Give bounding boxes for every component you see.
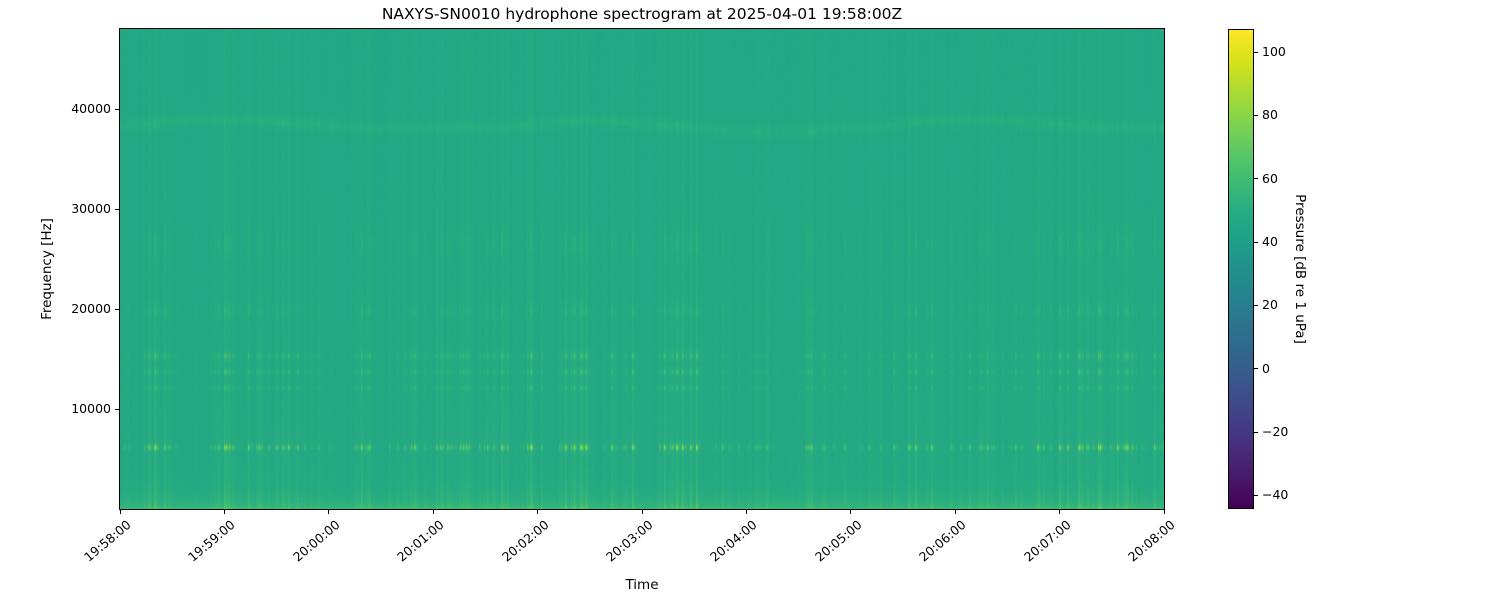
x-tick-mark: [1163, 510, 1165, 514]
y-tick-mark: [115, 308, 119, 310]
colorbar-tick-mark: [1254, 241, 1258, 243]
x-tick-mark: [641, 510, 643, 514]
x-tick-mark: [954, 510, 956, 514]
colorbar-tick-label: 60: [1262, 170, 1278, 186]
x-tick-label: 20:04:00: [707, 517, 761, 565]
colorbar-tick-label: 100: [1262, 44, 1286, 60]
x-tick-label: 20:02:00: [498, 517, 552, 565]
x-tick-label: 20:00:00: [289, 517, 343, 565]
colorbar-tick-mark: [1254, 178, 1258, 180]
colorbar-tick-label: 40: [1262, 234, 1278, 250]
colorbar-tick-mark: [1254, 431, 1258, 433]
colorbar-tick-mark: [1254, 51, 1258, 53]
x-tick-label: 20:06:00: [916, 517, 969, 565]
x-tick-mark: [745, 510, 747, 514]
x-axis-label: Time: [625, 577, 659, 593]
colorbar-label: Pressure [dB re 1 uPa]: [1292, 194, 1308, 344]
x-tick-label: 20:08:00: [1124, 517, 1178, 565]
colorbar-tick-mark: [1254, 494, 1258, 496]
x-tick-label: 20:01:00: [394, 517, 447, 565]
colorbar-tick-label: 80: [1262, 107, 1278, 123]
x-tick-mark: [537, 510, 539, 514]
x-tick-mark: [119, 510, 121, 514]
colorbar-tick-label: −40: [1262, 487, 1289, 503]
y-tick-label: 40000: [71, 101, 111, 116]
y-tick-label: 10000: [71, 401, 111, 416]
colorbar-tick-label: −20: [1262, 424, 1289, 440]
x-tick-label: 19:59:00: [185, 517, 239, 565]
x-tick-mark: [432, 510, 434, 514]
colorbar-tick-label: 20: [1262, 297, 1278, 313]
y-tick-mark: [115, 208, 119, 210]
chart-title: NAXYS-SN0010 hydrophone spectrogram at 2…: [381, 5, 903, 23]
x-tick-label: 20:07:00: [1020, 517, 1074, 565]
spectrogram-heatmap: [120, 29, 1164, 509]
x-tick-mark: [1059, 510, 1061, 514]
colorbar-tick-mark: [1254, 114, 1258, 116]
x-tick-mark: [850, 510, 852, 514]
x-tick-mark: [223, 510, 225, 514]
colorbar-tick-label: 0: [1262, 360, 1270, 376]
colorbar-tick-mark: [1254, 368, 1258, 370]
x-tick-label: 19:58:00: [80, 517, 134, 565]
y-tick-mark: [115, 408, 119, 410]
y-tick-label: 30000: [71, 201, 111, 216]
y-tick-mark: [115, 108, 119, 110]
colorbar: [1228, 29, 1254, 509]
y-tick-label: 20000: [71, 301, 111, 316]
x-tick-label: 20:03:00: [602, 517, 656, 565]
colorbar-tick-mark: [1254, 304, 1258, 306]
x-tick-mark: [328, 510, 330, 514]
spectrogram-plot-area: [119, 28, 1165, 510]
x-tick-label: 20:05:00: [811, 517, 865, 565]
